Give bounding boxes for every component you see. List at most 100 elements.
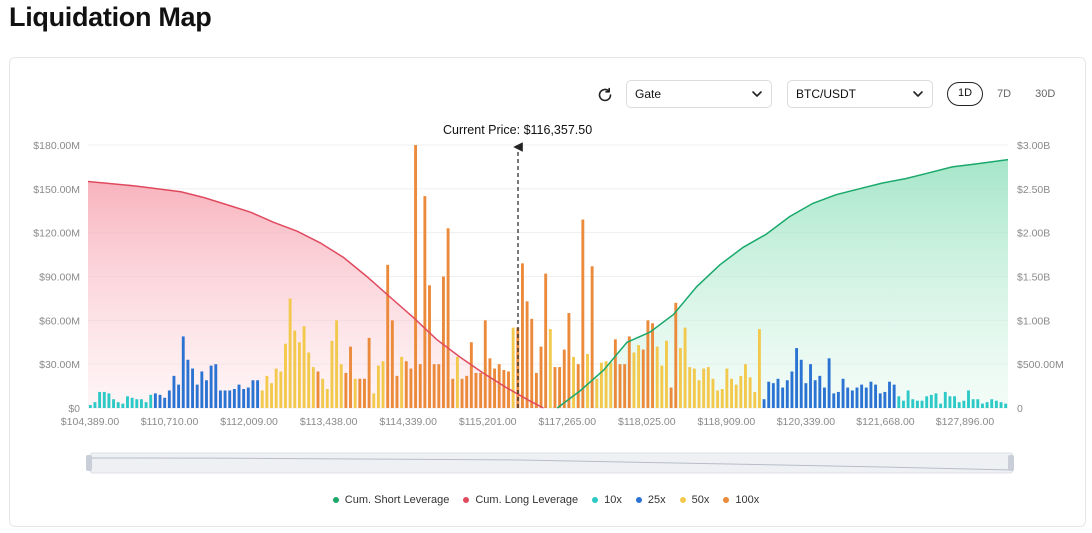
bar-100x — [521, 263, 524, 408]
bar-50x — [270, 383, 273, 408]
bar-50x — [284, 343, 287, 408]
bar-10x — [98, 391, 102, 408]
current-price-label: Current Price: $116,357.50 — [443, 123, 592, 137]
legend-label: 50x — [691, 494, 710, 506]
bar-25x — [163, 397, 167, 408]
bar-100x — [558, 367, 562, 408]
legend-label: 100x — [735, 494, 760, 506]
bar-100x — [460, 378, 464, 408]
pair-select[interactable]: BTC/USDT — [787, 80, 933, 108]
bar-25x — [888, 381, 891, 408]
bar-100x — [674, 302, 678, 408]
legend-item[interactable]: Cum. Long Leverage — [463, 494, 578, 506]
bar-10x — [130, 397, 134, 408]
bar-25x — [841, 378, 845, 408]
bar-100x — [474, 372, 478, 408]
x-tick-label: $104,389.00 — [61, 416, 120, 428]
bar-25x — [892, 384, 896, 408]
tab-30d[interactable]: 30D — [1035, 88, 1056, 100]
tab-1d[interactable]: 1D — [947, 82, 984, 106]
y-right-tick-label: $1.00B — [1017, 315, 1050, 327]
bar-25x — [804, 383, 808, 408]
pair-value: BTC/USDT — [796, 87, 856, 101]
bar-10x — [121, 403, 125, 408]
x-tick-label: $118,025.00 — [618, 416, 676, 428]
bar-100x — [669, 387, 673, 408]
bar-25x — [195, 384, 199, 408]
bar-50x — [381, 361, 385, 408]
y-right-tick-label: $500.00M — [1017, 359, 1064, 371]
bar-25x — [242, 389, 246, 408]
legend-item[interactable]: 10x — [592, 494, 622, 506]
bar-50x — [697, 380, 701, 408]
bar-50x — [748, 377, 752, 408]
bar-25x — [809, 364, 812, 408]
bar-50x — [330, 340, 334, 408]
bar-100x — [530, 318, 534, 408]
bar-10x — [88, 405, 92, 408]
bar-50x — [325, 389, 329, 408]
slider-handle-left[interactable] — [86, 455, 92, 471]
bar-50x — [260, 390, 264, 408]
bar-100x — [363, 378, 366, 408]
x-tick-label: $110,710.00 — [141, 416, 199, 428]
bar-50x — [678, 348, 682, 408]
bar-10x — [962, 400, 966, 408]
bar-10x — [967, 390, 970, 408]
bar-50x — [702, 368, 706, 408]
legend-item[interactable]: Cum. Short Leverage — [332, 494, 450, 506]
exchange-value: Gate — [635, 87, 662, 101]
refresh-icon[interactable] — [596, 86, 614, 104]
bar-50x — [720, 389, 724, 408]
legend-item[interactable]: 50x — [679, 494, 710, 506]
x-tick-label: $127,896.00 — [936, 416, 995, 428]
exchange-select[interactable]: Gate — [626, 80, 772, 108]
y-left-tick-label: $120.00M — [33, 228, 80, 240]
bar-25x — [827, 358, 831, 408]
bar-25x — [813, 380, 817, 408]
bar-10x — [102, 391, 106, 408]
bar-100x — [525, 301, 529, 408]
bar-10x — [112, 399, 115, 408]
bar-100x — [418, 364, 422, 408]
bar-25x — [795, 348, 799, 408]
bar-10x — [957, 402, 961, 408]
legend-dot — [723, 497, 730, 503]
legend-item[interactable]: 25x — [635, 494, 666, 506]
bar-25x — [846, 387, 850, 408]
bar-10x — [915, 400, 919, 408]
bar-10x — [135, 399, 139, 408]
bar-100x — [534, 372, 538, 408]
bar-25x — [799, 359, 803, 408]
bar-50x — [660, 365, 664, 408]
bar-100x — [432, 364, 436, 408]
bar-50x — [744, 364, 747, 408]
y-right-tick-label: $1.50B — [1017, 272, 1050, 284]
x-tick-label: $118,909.00 — [698, 416, 756, 428]
bar-25x — [200, 371, 204, 408]
x-tick-label: $121,668.00 — [856, 416, 915, 428]
y-left-tick-label: $0 — [68, 403, 80, 415]
tab-7d[interactable]: 7D — [997, 88, 1012, 100]
bar-25x — [869, 381, 873, 408]
bar-50x — [665, 340, 668, 408]
bar-100x — [428, 285, 431, 408]
bar-100x — [414, 145, 418, 408]
bar-50x — [711, 378, 715, 408]
bar-25x — [228, 390, 232, 408]
legend-label: Cum. Short Leverage — [344, 494, 450, 506]
legend-item[interactable]: 100x — [723, 494, 759, 506]
bar-100x — [493, 368, 497, 408]
bar-100x — [349, 346, 352, 408]
bar-25x — [205, 380, 208, 408]
bar-100x — [623, 364, 627, 408]
bar-25x — [167, 390, 171, 408]
range-slider[interactable] — [86, 452, 1014, 474]
y-left-tick-label: $30.00M — [39, 359, 80, 371]
bar-100x — [646, 320, 650, 408]
slider-handle-right[interactable] — [1008, 455, 1014, 471]
legend-dot — [463, 497, 470, 503]
bar-50x — [683, 327, 687, 408]
bar-10x — [107, 393, 111, 408]
bar-25x — [767, 381, 771, 408]
